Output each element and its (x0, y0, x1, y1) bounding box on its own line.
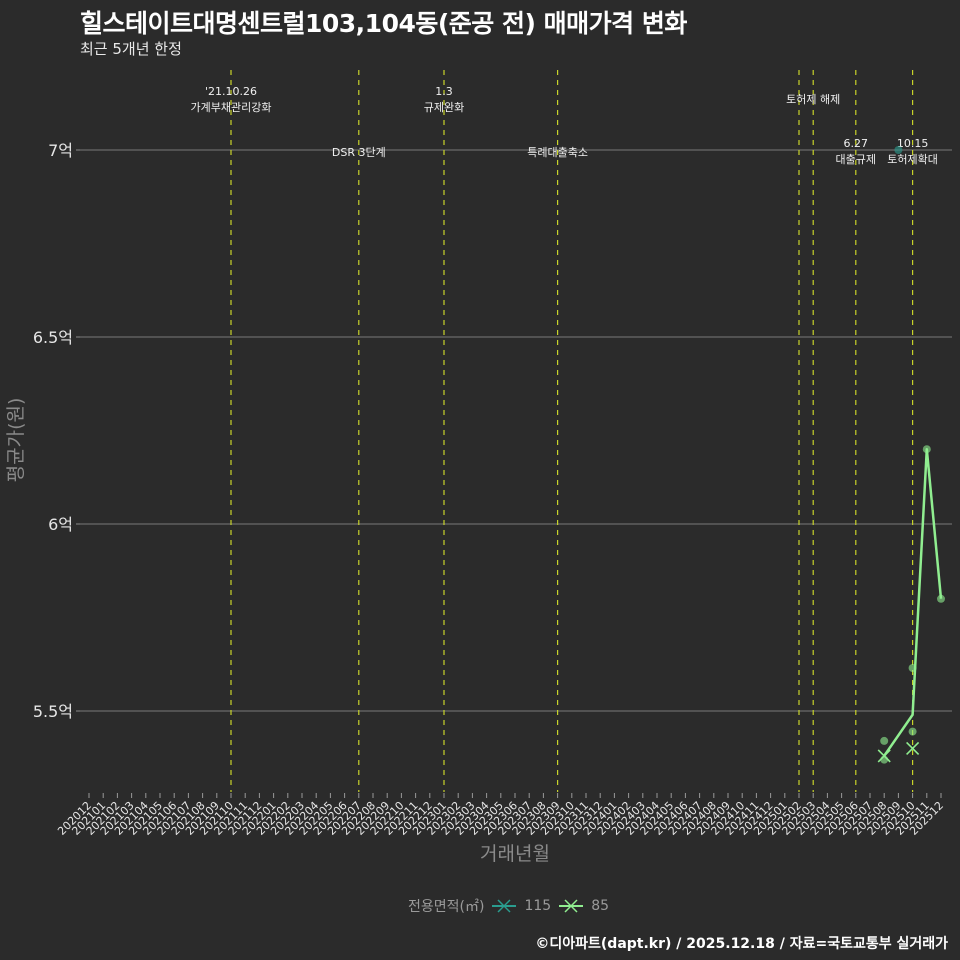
y-tick-label: 7억 (48, 141, 73, 160)
event-annotation: 1.3 (435, 85, 453, 98)
data-point (908, 727, 917, 736)
event-annotation: 6.27 (844, 137, 869, 150)
data-point (880, 736, 889, 745)
legend-swatch-85-icon (559, 898, 584, 914)
y-tick-label: 6.5억 (33, 328, 73, 347)
event-annotation: 토허제 해제 (786, 92, 840, 106)
event-annotation: '21.10.26 (205, 85, 257, 98)
legend-label-85: 85 (591, 898, 610, 914)
event-annotation: DSR 3단계 (332, 146, 386, 159)
legend-title: 전용면적(㎡) (408, 899, 485, 915)
chart-subtitle: 최근 5개년 한정 (80, 40, 182, 58)
legend-swatch-115-icon (492, 898, 517, 914)
series-line-85 (883, 447, 943, 757)
event-annotation: 가계부채관리강화 (191, 101, 272, 114)
x-marker-icon (906, 741, 920, 755)
event-annotation: 규제완화 (424, 101, 464, 114)
x-axis-label: 거래년월 (480, 843, 550, 865)
data-point (908, 663, 917, 672)
data-point (894, 146, 903, 154)
data-point (922, 445, 931, 454)
event-annotation: 대출규제 (836, 153, 876, 166)
source-caption: ©디아파트(dapt.kr) / 2025.12.18 / 자료=국토교통부 실… (535, 936, 948, 952)
legend-label-115: 115 (524, 898, 552, 914)
y-tick-label: 5.5억 (33, 702, 73, 721)
event-annotation: 특례대출축소 (527, 146, 588, 159)
chart-title: 힐스테이트대명센트럴103,104동(준공 전) 매매가격 변화 (80, 9, 687, 38)
y-axis-label: 평균가(원) (5, 398, 27, 483)
legend: 전용면적(㎡) 115 85 (408, 896, 609, 916)
event-annotation: 토허제확대 (887, 153, 938, 166)
event-annotation: 10.15 (897, 137, 929, 150)
data-point (937, 594, 945, 603)
x-marker-icon (877, 749, 891, 763)
y-tick-label: 6억 (48, 515, 73, 534)
